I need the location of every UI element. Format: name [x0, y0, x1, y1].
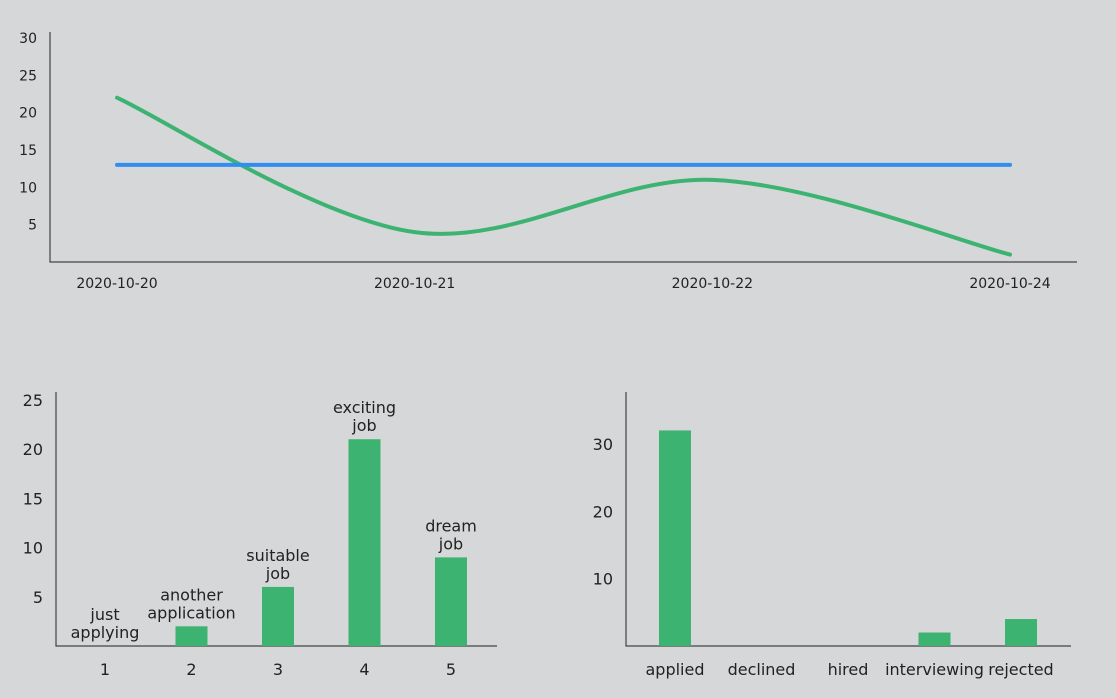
x-tick-label: 2	[186, 660, 196, 679]
bar-data-label: another	[160, 585, 223, 604]
bar-data-label: job	[438, 534, 463, 553]
bar-data-label: exciting	[333, 398, 396, 417]
x-tick-label: 2020-10-21	[374, 276, 455, 292]
bar-2	[175, 626, 208, 646]
y-tick-label: 30	[19, 31, 37, 47]
y-tick-label: 10	[19, 180, 37, 196]
y-tick-label: 10	[593, 570, 613, 589]
bar-applied	[659, 430, 691, 646]
x-tick-label: 1	[100, 660, 110, 679]
line-chart-axes	[49, 32, 1077, 263]
x-tick-label: 5	[446, 660, 456, 679]
y-tick-label: 15	[23, 489, 43, 508]
x-tick-label: 2020-10-22	[672, 276, 753, 292]
y-tick-label: 25	[23, 391, 43, 410]
y-tick-label: 10	[23, 539, 43, 558]
x-tick-label: hired	[828, 660, 869, 679]
bar-data-label: job	[351, 416, 376, 435]
y-tick-label: 5	[33, 588, 43, 607]
y-tick-label: 20	[593, 502, 613, 521]
x-tick-label: 2020-10-20	[76, 276, 157, 292]
y-tick-label: 20	[19, 106, 37, 122]
x-tick-label: 3	[273, 660, 283, 679]
x-tick-label: 4	[359, 660, 369, 679]
y-tick-label: 30	[593, 435, 613, 454]
x-tick-label: 2020-10-24	[969, 276, 1050, 292]
y-tick-label: 15	[19, 143, 37, 159]
bar-data-label: suitable	[246, 546, 309, 565]
status-bar-chart: 10 20 30 applied declined hired interviewing r…	[593, 392, 1071, 679]
status-chart-axes	[625, 392, 1071, 647]
bar-data-label: just	[89, 605, 119, 624]
line-chart: 5 10 15 20 25 30 2020-10-20 2020-10-21 2020-10-…	[19, 31, 1077, 292]
series-line-trend	[115, 95, 1012, 257]
bar-data-label: application	[147, 603, 235, 622]
bar-rejected	[1005, 619, 1037, 646]
bar-4	[348, 439, 381, 646]
x-tick-label: applied	[645, 660, 704, 679]
bar-data-label: dream	[425, 516, 477, 535]
bar-interviewing	[918, 632, 951, 646]
bar-data-label: applying	[71, 623, 140, 642]
bar-5	[435, 557, 467, 646]
x-tick-label: interviewing	[885, 660, 984, 679]
y-tick-label: 5	[28, 218, 37, 234]
y-tick-label: 25	[19, 68, 37, 84]
x-tick-label: declined	[728, 660, 796, 679]
x-tick-label: rejected	[988, 660, 1053, 679]
bar-3	[262, 586, 294, 646]
bar-data-label: job	[265, 564, 290, 583]
y-tick-label: 20	[23, 440, 43, 459]
